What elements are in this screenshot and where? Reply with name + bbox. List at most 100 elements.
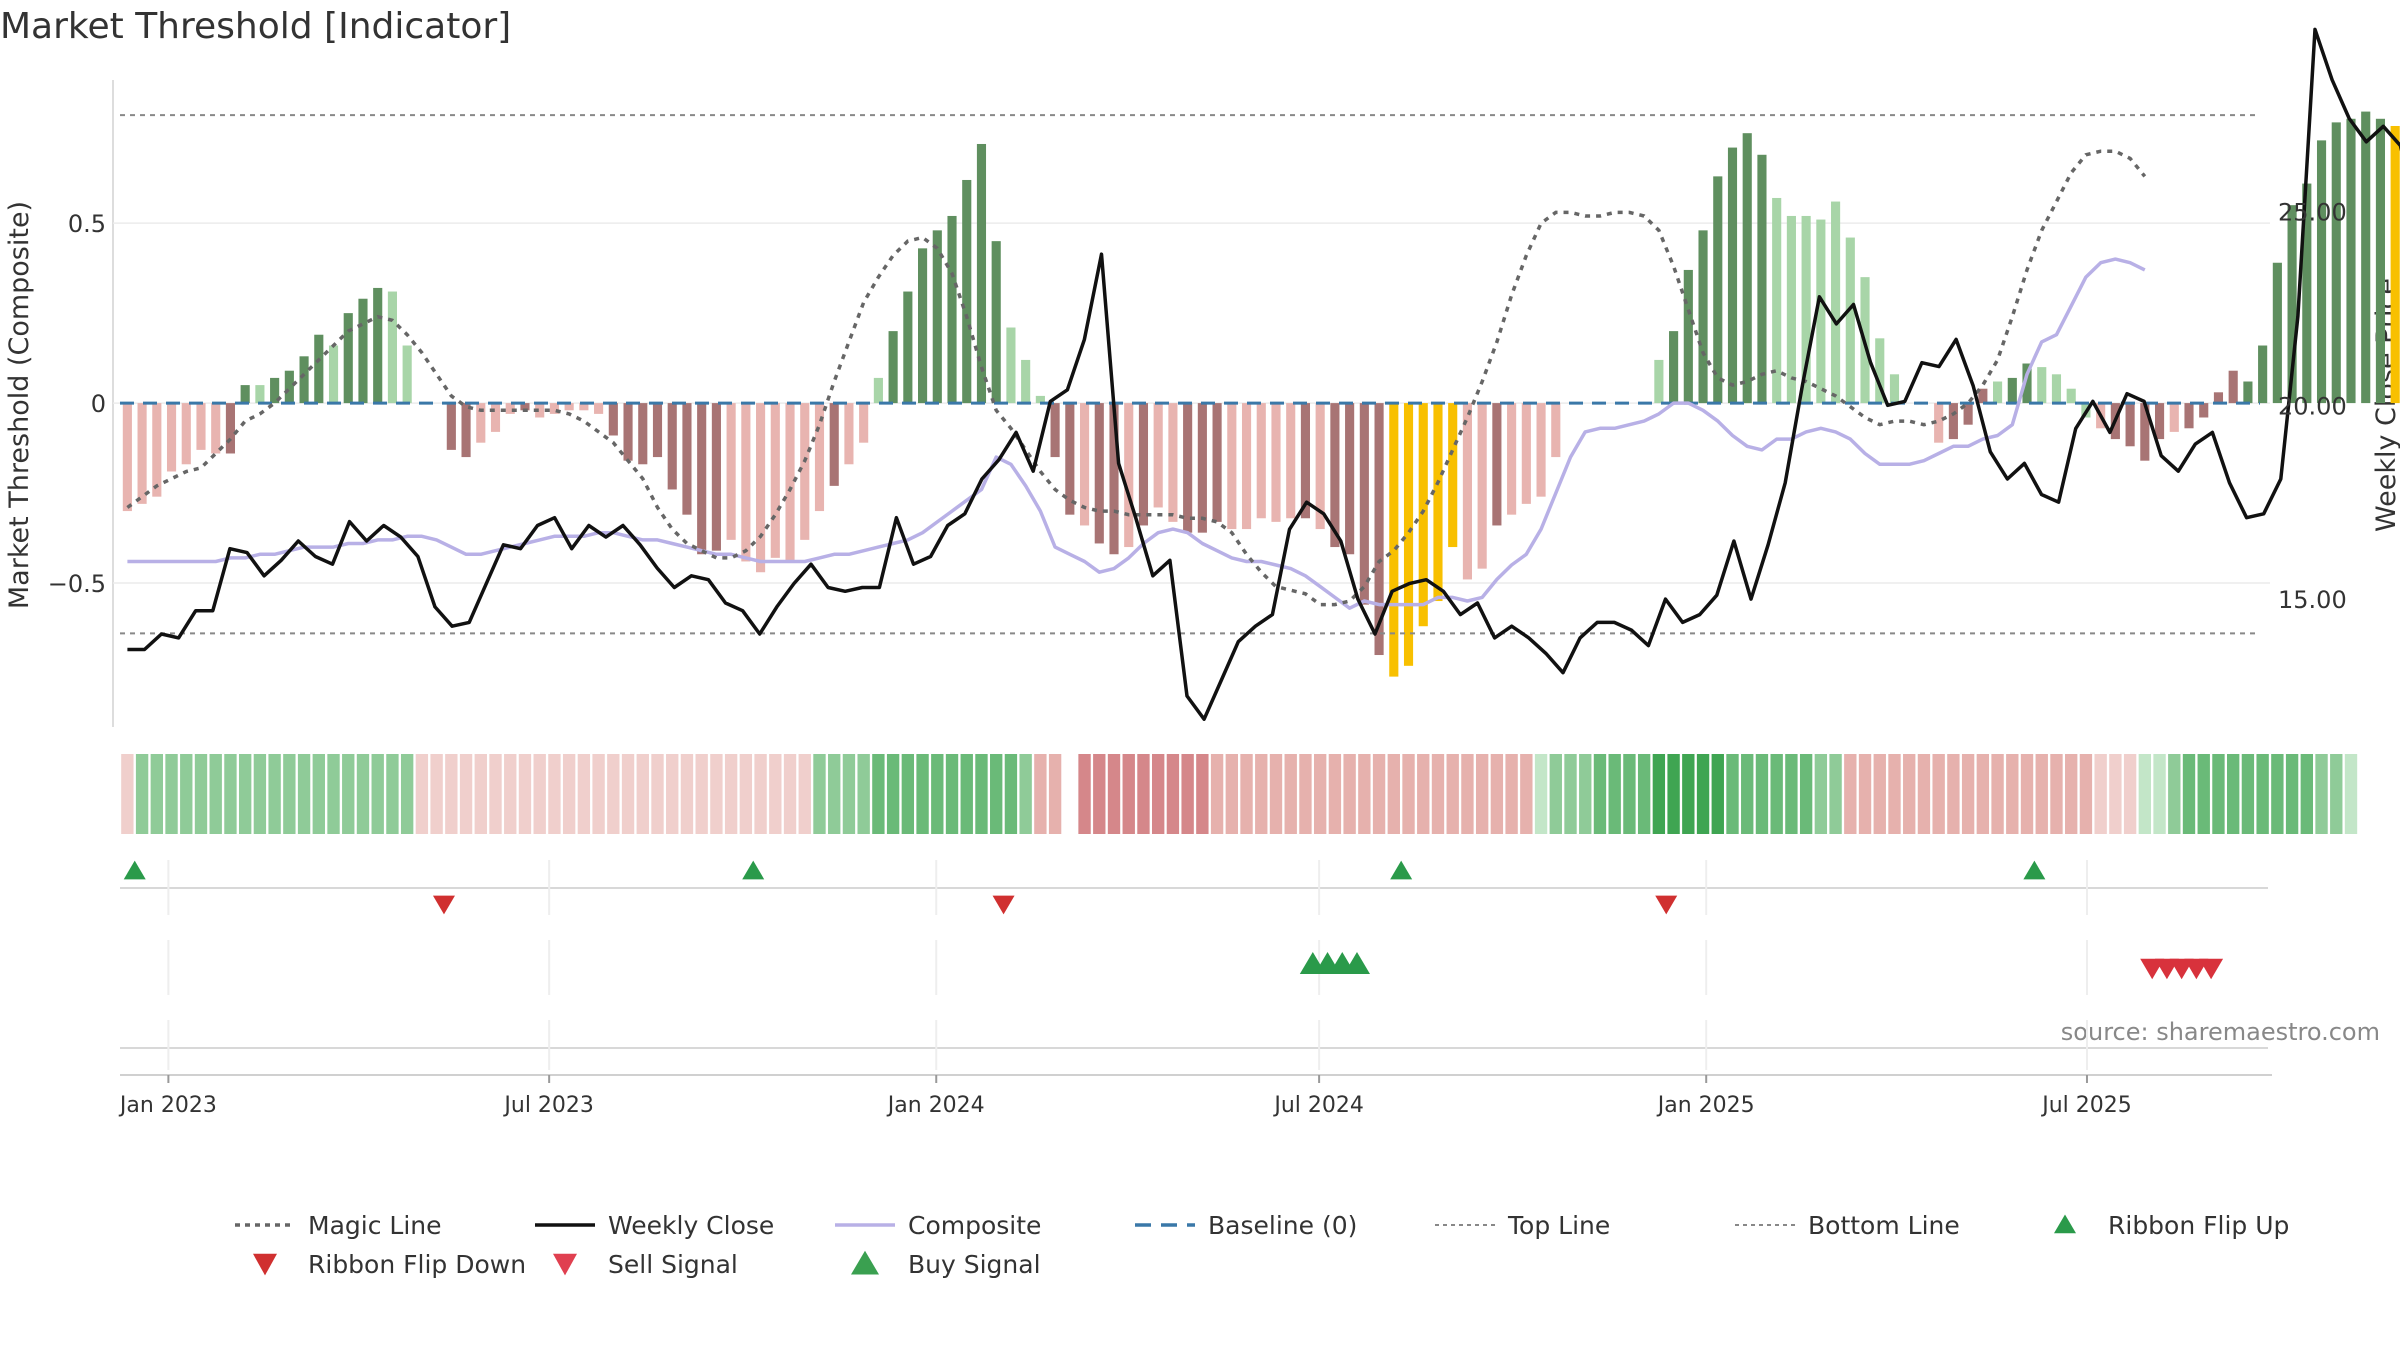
threshold-bar <box>211 403 221 454</box>
threshold-bar <box>2022 363 2032 404</box>
ribbon-cell <box>1903 754 1916 834</box>
threshold-bar <box>2140 403 2150 461</box>
ribbon-cell <box>872 754 885 834</box>
ribbon-cell <box>1107 754 1121 834</box>
legend-label: Ribbon Flip Up <box>2108 1211 2289 1240</box>
threshold-bar <box>122 403 132 512</box>
threshold-bar <box>1521 403 1531 504</box>
threshold-bar <box>152 403 162 497</box>
chart-title: Market Threshold [Indicator] <box>0 6 511 47</box>
ribbon-cell <box>371 754 384 834</box>
ribbon-cell <box>975 754 988 834</box>
threshold-bar <box>549 403 559 414</box>
ribbon-cell <box>1343 754 1356 834</box>
ribbon-cell <box>415 754 429 834</box>
ribbon-cell <box>2315 754 2328 834</box>
threshold-bar <box>1271 403 1281 522</box>
ribbon-cell <box>1623 754 1636 834</box>
threshold-bar <box>1330 403 1340 548</box>
ribbon-cell <box>1844 754 1857 834</box>
ribbon-cell <box>518 754 532 834</box>
threshold-bar <box>1286 403 1296 519</box>
ribbon-cell <box>1873 754 1886 834</box>
ribbon-cell <box>459 754 473 834</box>
threshold-bar <box>2051 374 2062 404</box>
ribbon-cell <box>1711 754 1724 834</box>
ribbon-flip-up-marker <box>2023 860 2046 880</box>
ribbon-cell <box>636 754 649 834</box>
threshold-bar <box>800 403 810 540</box>
y2-tick-label: 25.00 <box>2278 199 2347 227</box>
ribbon-flip-up-marker <box>123 860 146 880</box>
threshold-bar <box>505 403 515 414</box>
threshold-bar <box>299 356 309 404</box>
source-note: source: sharemaestro.com <box>2061 1018 2380 1046</box>
ribbon-cell <box>474 754 487 834</box>
ribbon-cell <box>1269 754 1283 834</box>
x-tick-label: Jul 2023 <box>502 1093 594 1118</box>
threshold-bar <box>1757 154 1767 404</box>
threshold-bar <box>1433 403 1443 602</box>
y-tick-label: 0.5 <box>68 210 106 238</box>
threshold-bar <box>608 403 618 436</box>
ribbon-cell <box>1431 754 1445 834</box>
ribbon-cell <box>1152 754 1165 834</box>
ribbon-cell <box>1961 754 1975 834</box>
trend-ribbon <box>121 754 2358 834</box>
ribbon-flip-down-marker <box>432 895 455 915</box>
ribbon-cell <box>1579 754 1592 834</box>
ribbon-cell <box>2241 754 2255 834</box>
ribbon-cell <box>1313 754 1327 834</box>
ribbon-cell <box>1696 754 1710 834</box>
y2-tick-label: 20.00 <box>2278 392 2347 420</box>
ribbon-cell <box>1726 754 1739 834</box>
threshold-bar <box>240 385 250 404</box>
ribbon-cell <box>1608 754 1621 834</box>
threshold-bar <box>314 334 324 404</box>
ribbon-cell <box>1682 754 1695 834</box>
threshold-bar <box>2361 111 2371 404</box>
threshold-bar <box>1786 215 1796 404</box>
ribbon-cell <box>886 754 900 834</box>
threshold-bar <box>962 179 972 404</box>
sell-signal-marker <box>2199 958 2224 980</box>
ribbon-cell <box>813 754 826 834</box>
ribbon-cell <box>1549 754 1562 834</box>
threshold-bar <box>947 215 957 404</box>
ribbon-cell <box>386 754 399 834</box>
threshold-bar <box>1669 331 1679 404</box>
ribbon-cell <box>2285 754 2299 834</box>
ribbon-cell <box>1461 754 1474 834</box>
legend-label: Weekly Close <box>608 1211 774 1240</box>
threshold-bar <box>638 403 648 465</box>
ribbon-cell <box>209 754 222 834</box>
threshold-bar <box>1993 381 2003 404</box>
ribbon-cell <box>577 754 591 834</box>
ribbon-cell <box>1637 754 1651 834</box>
legend-label: Baseline (0) <box>1208 1211 1357 1240</box>
threshold-bar <box>2302 183 2312 404</box>
ribbon-cell <box>1078 754 1091 834</box>
ribbon-cell <box>621 754 635 834</box>
ribbon-cell <box>592 754 605 834</box>
ribbon-cell <box>1741 754 1754 834</box>
threshold-bar <box>918 248 928 404</box>
ribbon-cell <box>1858 754 1872 834</box>
ribbon-cell <box>1947 754 1960 834</box>
y2-tick-label: 15.00 <box>2278 586 2347 614</box>
ribbon-cell <box>1210 754 1224 834</box>
x-tick-label: Jan 2023 <box>118 1093 217 1118</box>
threshold-bar <box>461 403 471 458</box>
threshold-bar <box>888 331 898 404</box>
ribbon-cell <box>327 754 340 834</box>
ribbon-cell <box>1505 754 1518 834</box>
threshold-bar <box>1889 374 1900 404</box>
ribbon-cell <box>2020 754 2034 834</box>
ribbon-cell <box>857 754 870 834</box>
ribbon-cell <box>2330 754 2343 834</box>
ribbon-cell <box>2344 754 2358 834</box>
threshold-bar <box>873 377 883 404</box>
threshold-bar <box>1845 237 1855 404</box>
threshold-bar <box>476 403 486 443</box>
